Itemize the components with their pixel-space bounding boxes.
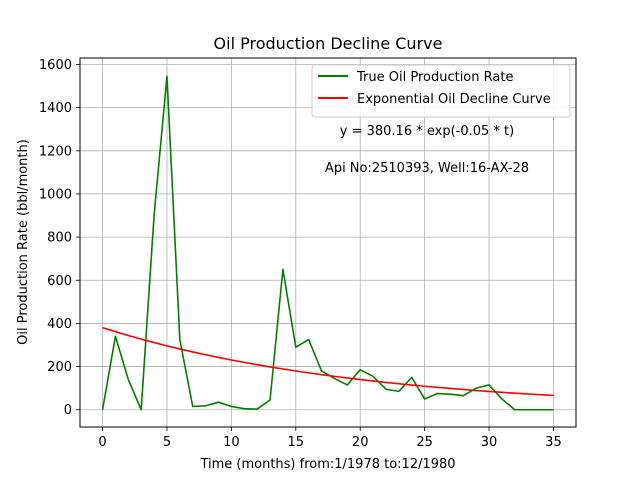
y-tick-label: 0 [64,403,72,418]
x-tick-label: 35 [545,435,562,450]
well-annotation: Api No:2510393, Well:16-AX-28 [325,161,529,176]
chart-title: Oil Production Decline Curve [214,34,443,53]
x-tick-label: 25 [416,435,433,450]
x-tick-label: 30 [481,435,498,450]
series-line-true-rate [101,75,554,411]
y-tick-label: 400 [47,317,72,332]
legend-label-true-rate: True Oil Production Rate [356,70,513,85]
y-tick-label: 600 [47,274,72,289]
grid-layer [80,58,576,427]
legend-label-exponential: Exponential Oil Decline Curve [357,92,551,107]
x-tick-label: 15 [288,435,305,450]
legend-frame [311,64,571,118]
series-layer [101,75,554,411]
y-tick-label: 800 [47,231,72,246]
x-tick-label: 5 [163,435,171,450]
plot-frame [79,57,577,428]
x-tick-label: 0 [98,435,106,450]
equation-annotation: y = 380.16 * exp(-0.05 * t) [340,124,514,139]
y-axis-label: Oil Production Rate (bbl/month) [16,139,31,345]
ticks-layer: 0 5 10 15 20 25 30 35 0 200 400 600 800 1000 1200 1400 1… [39,58,562,450]
y-tick-label: 1200 [39,144,72,159]
y-tick-label: 200 [47,360,72,375]
y-tick-label: 1400 [39,101,72,116]
x-tick-label: 10 [223,435,240,450]
y-tick-label: 1000 [39,187,72,202]
x-tick-label: 20 [352,435,369,450]
y-tick-label: 1600 [39,58,72,73]
x-axis-label: Time (months) from:1/1978 to:12/1980 [199,457,455,472]
legend: True Oil Production Rate Exponential Oil… [311,64,571,118]
series-line-exponential [102,326,554,397]
